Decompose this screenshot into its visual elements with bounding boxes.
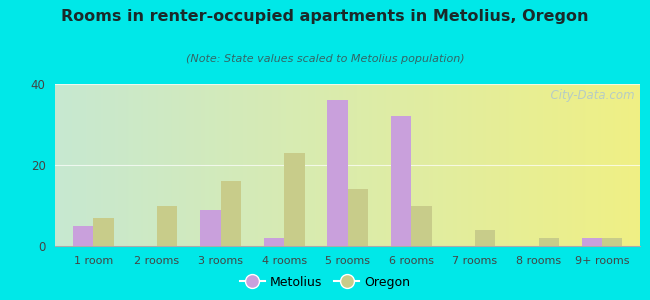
Bar <box>538 238 559 246</box>
Bar <box>157 206 177 246</box>
Bar <box>220 181 241 246</box>
Bar <box>284 153 304 246</box>
Text: (Note: State values scaled to Metolius population): (Note: State values scaled to Metolius p… <box>186 54 464 64</box>
Bar <box>391 116 411 246</box>
Bar <box>264 238 284 246</box>
Bar <box>582 238 602 246</box>
Bar <box>475 230 495 246</box>
Bar <box>328 100 348 246</box>
Bar <box>94 218 114 246</box>
Legend: Metolius, Oregon: Metolius, Oregon <box>235 271 415 294</box>
Bar <box>348 189 368 246</box>
Text: City-Data.com: City-Data.com <box>543 89 634 102</box>
Text: Rooms in renter-occupied apartments in Metolius, Oregon: Rooms in renter-occupied apartments in M… <box>61 9 589 24</box>
Bar <box>200 209 220 246</box>
Bar <box>411 206 432 246</box>
Bar <box>602 238 623 246</box>
Bar <box>73 226 94 246</box>
